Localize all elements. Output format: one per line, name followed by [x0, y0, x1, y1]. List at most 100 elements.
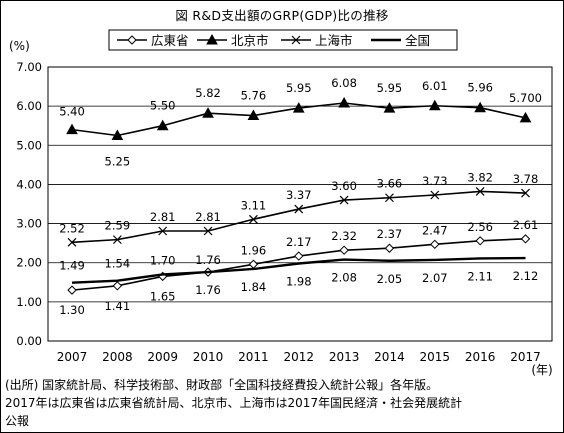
source-line-3: 公報	[5, 414, 30, 428]
legend-national-label: 全国	[405, 33, 430, 48]
beijing-data-label: 6.01	[422, 79, 448, 93]
beijing-point	[247, 109, 260, 121]
guangdong-data-label: 1.30	[59, 303, 85, 317]
y-tick-label: 3.00	[16, 217, 42, 231]
shanghai-point	[475, 187, 485, 196]
national-data-label: 1.70	[150, 253, 176, 267]
guangdong-point	[67, 285, 77, 295]
x-tick-label: 2016	[465, 350, 496, 364]
guangdong-point	[294, 251, 304, 261]
guangdong-data-label: 1.41	[105, 299, 131, 313]
x-tick-label: 2015	[420, 350, 451, 364]
shanghai-point	[112, 235, 122, 245]
y-tick-label: 0.00	[16, 334, 42, 348]
shanghai-point	[158, 226, 168, 236]
shanghai-point	[67, 237, 77, 247]
x-tick-label: 2017	[510, 350, 541, 364]
guangdong-data-label: 2.32	[331, 229, 357, 243]
shanghai-data-label: 3.11	[241, 198, 267, 212]
x-tick-label: 2012	[283, 350, 314, 364]
guangdong-data-label: 2.47	[422, 223, 448, 237]
x-tick-label: 2008	[102, 350, 133, 364]
y-tick-label: 7.00	[16, 60, 42, 74]
national-data-label: 2.12	[513, 269, 539, 283]
legend-shanghai-label: 上海市	[315, 33, 353, 48]
beijing-point	[428, 99, 441, 111]
beijing-point	[519, 111, 532, 123]
guangdong-data-label: 2.17	[286, 235, 312, 249]
guangdong-data-label: 1.65	[150, 289, 176, 303]
source-note: (出所) 国家統計局、科学技術部、財政部「全国科技経費投入統計公報」各年版。 2…	[5, 376, 561, 430]
legend-beijing-label: 北京市	[231, 33, 269, 48]
national-data-label: 2.05	[377, 272, 403, 286]
national-data-label: 1.84	[241, 280, 267, 294]
guangdong-point	[384, 243, 395, 253]
guangdong-point	[520, 234, 531, 244]
shanghai-data-label: 2.59	[105, 219, 131, 233]
legend-guangdong-marker	[127, 35, 137, 45]
guangdong-point	[248, 259, 259, 269]
x-tick-label: 2009	[147, 350, 178, 364]
shanghai-point	[294, 204, 304, 214]
plot-area	[47, 66, 553, 342]
shanghai-point	[430, 190, 440, 200]
shanghai-data-label: 3.60	[331, 179, 357, 193]
guangdong-point	[430, 239, 440, 250]
guangdong-point	[339, 245, 349, 255]
shanghai-data-label: 3.82	[467, 170, 493, 184]
guangdong-data-label: 2.37	[377, 227, 403, 241]
shanghai-data-label: 3.73	[422, 174, 448, 188]
y-tick-label: 4.00	[16, 177, 42, 191]
national-data-label: 1.98	[286, 274, 312, 288]
shanghai-point	[339, 195, 349, 205]
shanghai-data-label: 3.37	[286, 188, 312, 202]
beijing-data-label: 5.95	[286, 81, 312, 95]
beijing-data-label: 6.08	[331, 76, 357, 90]
beijing-data-label: 5.76	[241, 89, 267, 103]
beijing-point	[383, 102, 396, 113]
shanghai-data-label: 3.78	[513, 172, 539, 186]
beijing-data-label: 5.96	[467, 81, 493, 95]
beijing-data-label: 5.25	[105, 155, 131, 169]
beijing-data-label: 5.40	[59, 105, 85, 119]
x-tick-label: 2013	[329, 350, 360, 364]
national-data-label: 1.76	[195, 283, 221, 297]
national-data-label: 1.49	[59, 259, 85, 273]
guangdong-data-label: 1.76	[195, 253, 221, 267]
national-line	[71, 256, 526, 284]
guangdong-data-label: 1.96	[241, 243, 267, 257]
legend-shanghai-marker	[291, 35, 301, 45]
shanghai-data-label: 2.81	[195, 210, 221, 224]
national-data-label: 2.07	[422, 271, 448, 285]
shanghai-data-label: 2.81	[150, 210, 176, 224]
beijing-point	[202, 107, 214, 118]
shanghai-data-label: 3.66	[377, 177, 403, 191]
beijing-point	[474, 101, 486, 113]
guangdong-point	[112, 281, 123, 291]
guangdong-data-label: 2.56	[467, 220, 493, 234]
y-tick-label: 6.00	[16, 99, 42, 113]
shanghai-data-label: 2.52	[59, 221, 85, 235]
guangdong-data-label: 2.61	[513, 218, 539, 232]
y-tick-label: 5.00	[16, 138, 42, 152]
y-axis-label: (%)	[9, 39, 30, 53]
guangdong-point	[475, 236, 485, 246]
beijing-point	[338, 96, 350, 108]
beijing-data-label: 5.95	[377, 81, 403, 95]
beijing-point	[156, 119, 169, 131]
source-line-1: (出所) 国家統計局、科学技術部、財政部「全国科技経費投入統計公報」各年版。	[5, 378, 439, 392]
shanghai-point	[385, 193, 394, 203]
x-tick-label: 2014	[374, 350, 405, 364]
beijing-data-label: 5.82	[195, 86, 221, 100]
x-tick-label: 2011	[238, 350, 269, 364]
chart-title: 図 R&D支出額のGRP(GDP)比の推移	[175, 8, 389, 23]
beijing-point	[292, 102, 305, 113]
beijing-data-label: 5.700	[509, 91, 542, 105]
source-line-2: 2017年は広東省は広東省統計局、北京市、上海市は2017年国民経済・社会発展統…	[5, 396, 463, 410]
shanghai-point	[521, 188, 530, 198]
y-tick-label: 2.00	[16, 256, 42, 270]
beijing-data-label: 5.50	[150, 99, 176, 113]
beijing-point	[111, 129, 124, 140]
